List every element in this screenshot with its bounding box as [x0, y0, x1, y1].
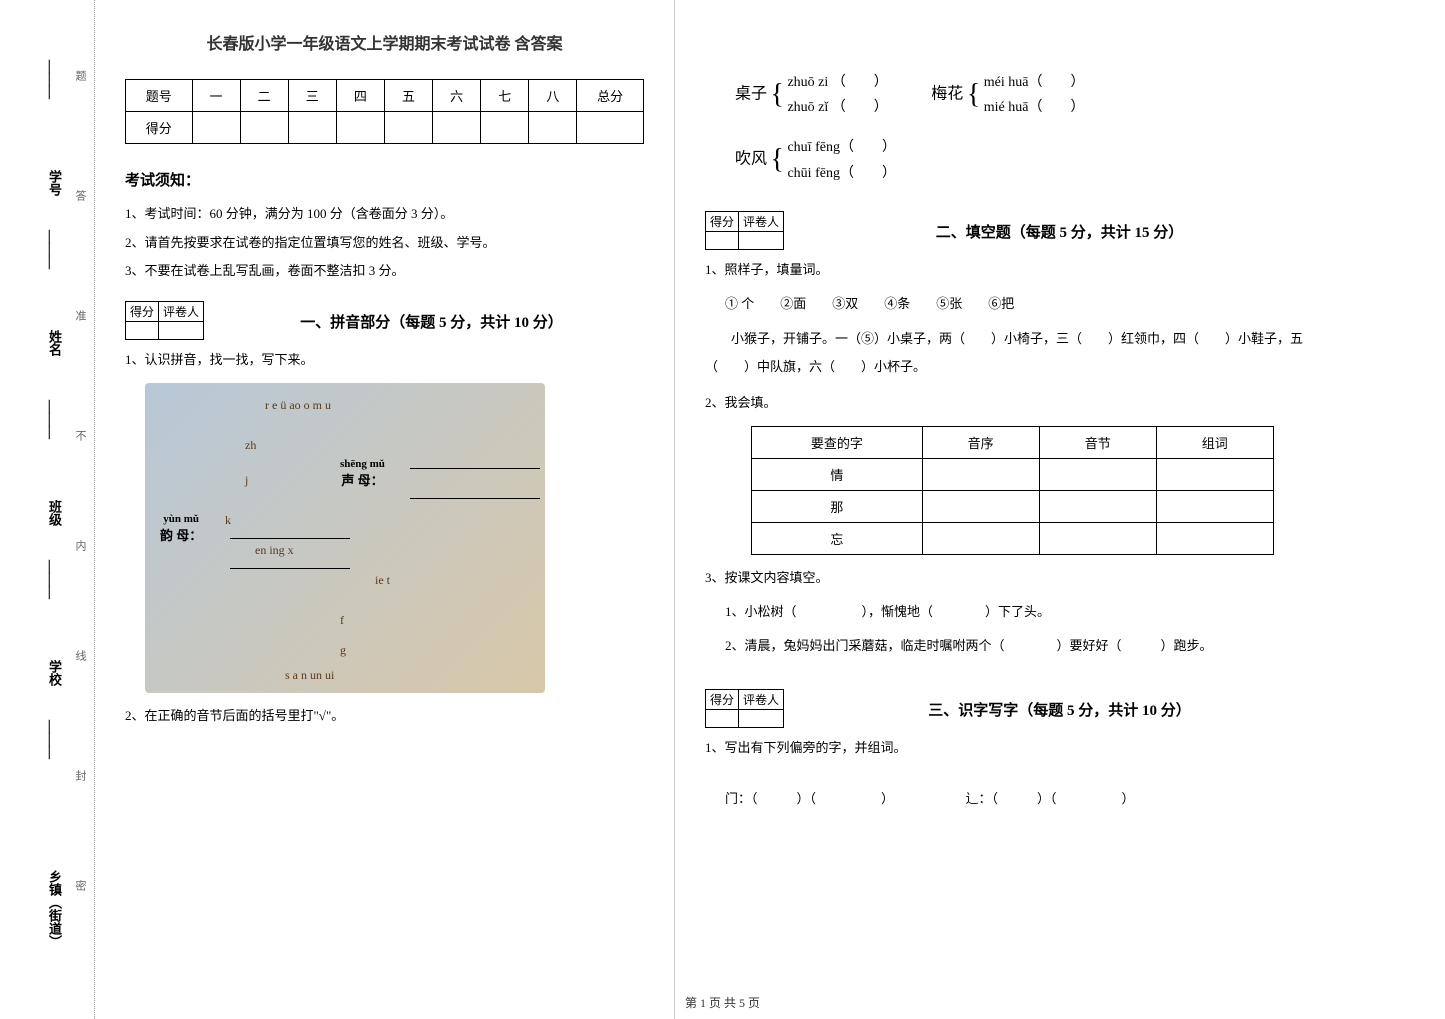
pinyin-puzzle-image: shēng mǔ 声 母： yùn mǔ 韵 母： r e ü ao o m u…	[145, 383, 545, 693]
score-header-4: 四	[336, 80, 384, 112]
score-header-7: 七	[481, 80, 529, 112]
section2-score-box: 得分评卷人	[705, 211, 784, 250]
score-row-label: 得分	[126, 112, 193, 144]
instructions-heading: 考试须知：	[125, 169, 644, 190]
score-header-3: 三	[288, 80, 336, 112]
section2-q2: 2、我会填。	[705, 390, 1320, 416]
section2-q3-item2: 2、清晨，兔妈妈出门采蘑菇，临走时嘱咐两个（ ）要好好（ ）跑步。	[705, 633, 1320, 659]
binding-note-4: 内	[72, 540, 88, 559]
score-header-9: 总分	[577, 80, 644, 112]
pinyin-group-2: 梅花 { méi huā（ ） mié huā（ ）	[931, 70, 1084, 120]
binding-label-4: 姓名	[45, 330, 64, 356]
section3-q1-items: 门：（ ）（ ） 辶：（ ）（ ）	[705, 786, 1320, 812]
binding-note-8: 题	[72, 70, 88, 89]
exam-title: 长春版小学一年级语文上学期期末考试试卷 含答案	[125, 30, 644, 54]
puzzle-yunmu: yùn mǔ 韵 母：	[160, 513, 202, 544]
score-table: 题号 一 二 三 四 五 六 七 八 总分 得分	[125, 79, 644, 144]
instruction-1: 1、考试时间：60 分钟，满分为 100 分（含卷面分 3 分）。	[125, 200, 644, 229]
binding-label-3: 班级	[45, 500, 64, 526]
binding-note-3: 线	[72, 650, 88, 669]
binding-label-5: 学号	[45, 170, 64, 196]
binding-column: 乡镇（街道） ＿＿＿ 学校 ＿＿＿ 班级 ＿＿＿ 姓名 ＿＿＿ 学号 ＿＿＿ 密…	[0, 0, 95, 1019]
section2-q3-item1: 1、小松树（ ），惭愧地（ ）下了头。	[705, 599, 1320, 625]
score-header-1: 一	[192, 80, 240, 112]
binding-underline-3: ＿＿＿	[45, 400, 64, 439]
section3-q1: 1、写出有下列偏旁的字，并组词。	[705, 735, 1320, 761]
section3-score-box: 得分评卷人	[705, 689, 784, 728]
binding-underline-5: ＿＿＿	[45, 60, 64, 99]
lookup-table: 要查的字 音序 音节 组词 情 那 忘	[751, 426, 1274, 555]
section1-score-box: 得分评卷人	[125, 301, 204, 340]
binding-note-6: 准	[72, 310, 88, 329]
page-footer: 第 1 页 共 5 页	[0, 994, 1445, 1011]
binding-label-1: 乡镇（街道）	[45, 870, 64, 948]
binding-label-2: 学校	[45, 660, 64, 686]
pinyin-group-3: 吹风 { chuī fēng（ ） chūi fēng（ ）	[735, 135, 896, 185]
score-header-6: 六	[433, 80, 481, 112]
score-header-8: 八	[529, 80, 577, 112]
section2-q3: 3、按课文内容填空。	[705, 565, 1320, 591]
pinyin-group-1: 桌子 { zhuō zi （ ） zhuō zǐ （ ）	[735, 70, 888, 120]
section2-title: 二、填空题（每题 5 分，共计 15 分）	[799, 221, 1320, 242]
instruction-2: 2、请首先按要求在试卷的指定位置填写您的姓名、班级、学号。	[125, 229, 644, 258]
score-header-0: 题号	[126, 80, 193, 112]
right-column: 桌子 { zhuō zi （ ） zhuō zǐ （ ） 梅花 { méi hu…	[675, 0, 1350, 1019]
binding-note-5: 不	[72, 430, 88, 449]
binding-note-1: 密	[72, 880, 88, 899]
score-header-5: 五	[384, 80, 432, 112]
section1-q2: 2、在正确的音节后面的括号里打"√"。	[125, 703, 644, 729]
section1-q1: 1、认识拼音，找一找，写下来。	[125, 347, 644, 373]
binding-underline-2: ＿＿＿	[45, 560, 64, 599]
puzzle-shengmu: shēng mǔ 声 母：	[340, 458, 385, 489]
score-table-value-row: 得分	[126, 112, 644, 144]
instruction-3: 3、不要在试卷上乱写乱画，卷面不整洁扣 3 分。	[125, 257, 644, 286]
section2-q1-text: 小猴子，开铺子。一（⑤）小桌子，两（ ）小椅子，三（ ）红领巾，四（ ）小鞋子，…	[705, 325, 1320, 382]
score-header-2: 二	[240, 80, 288, 112]
section1-title: 一、拼音部分（每题 5 分，共计 10 分）	[219, 311, 644, 332]
section2-q1-options: ① 个 ②面 ③双 ④条 ⑤张 ⑥把	[705, 291, 1320, 317]
left-column: 长春版小学一年级语文上学期期末考试试卷 含答案 题号 一 二 三 四 五 六 七…	[95, 0, 675, 1019]
binding-note-2: 封	[72, 770, 88, 789]
section2-q1: 1、照样子，填量词。	[705, 257, 1320, 283]
binding-note-7: 答	[72, 190, 88, 209]
binding-underline-4: ＿＿＿	[45, 230, 64, 269]
score-table-header-row: 题号 一 二 三 四 五 六 七 八 总分	[126, 80, 644, 112]
instruction-list: 1、考试时间：60 分钟，满分为 100 分（含卷面分 3 分）。 2、请首先按…	[125, 200, 644, 286]
binding-underline-1: ＿＿＿	[45, 720, 64, 759]
section3-title: 三、识字写字（每题 5 分，共计 10 分）	[799, 699, 1320, 720]
